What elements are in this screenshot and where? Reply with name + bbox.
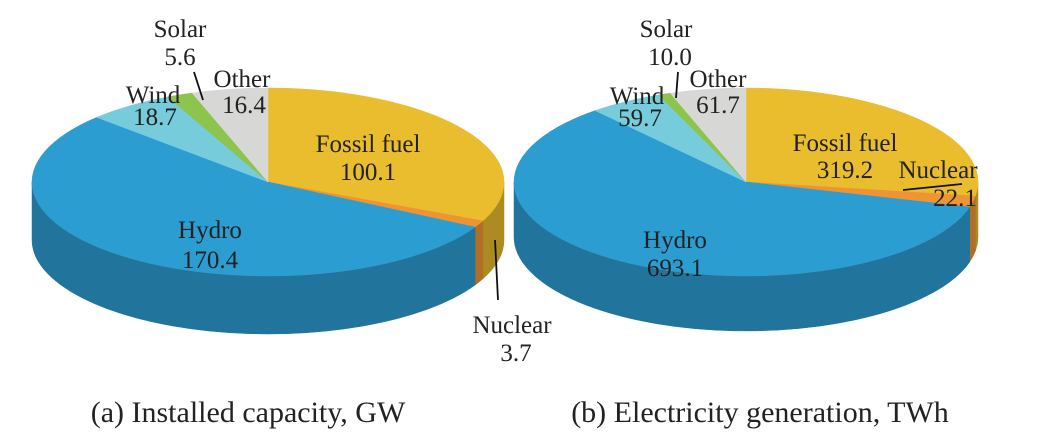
slice-label-other: Other [214, 66, 272, 93]
slice-label-wind: Wind [126, 82, 181, 109]
pie-slice-other [191, 87, 269, 183]
pie-slice-fossil-fuel [267, 87, 505, 222]
slice-value-other: 16.4 [222, 92, 266, 119]
slice-value-hydro: 170.4 [182, 247, 239, 274]
slice-value-other: 61.7 [696, 92, 740, 119]
pie-slice-fossil-fuel [745, 87, 979, 197]
pie-slice-other [669, 87, 747, 183]
slice-label-nuclear: Nuclear [472, 312, 552, 339]
slice-label-solar: Solar [640, 16, 693, 43]
slice-value-nuclear: 3.7 [500, 340, 531, 367]
slice-label-fossil-fuel: Fossil fuel [316, 131, 421, 158]
slice-label-other: Other [690, 66, 748, 93]
slice-value-fossil-fuel: 319.2 [817, 157, 873, 184]
leader-line-solar [675, 71, 679, 99]
slice-label-wind: Wind [610, 83, 665, 110]
slice-value-fossil-fuel: 100.1 [340, 159, 396, 186]
pie-slice-hydro [513, 110, 971, 277]
caption-installed-capacity: (a) Installed capacity, GW [91, 396, 406, 429]
leader-line-solar [193, 71, 204, 101]
pie-side-nuclear [474, 220, 484, 286]
slice-value-hydro: 693.1 [647, 255, 703, 282]
slice-value-solar: 10.0 [648, 44, 692, 71]
leader-line-nuclear [902, 183, 963, 191]
slice-label-hydro: Hydro [643, 227, 707, 254]
caption-electricity-generation: (b) Electricity generation, TWh [571, 396, 949, 429]
slice-label-nuclear: Nuclear [898, 157, 978, 184]
slice-label-solar: Solar [154, 16, 207, 43]
slice-value-solar: 5.6 [164, 44, 195, 71]
pie-slice-hydro [31, 117, 476, 277]
slice-value-nuclear: 22.1 [933, 185, 977, 212]
slice-label-hydro: Hydro [178, 217, 242, 244]
slice-value-wind: 18.7 [133, 104, 177, 131]
leader-line-nuclear [494, 239, 499, 301]
slice-label-fossil-fuel: Fossil fuel [793, 130, 898, 157]
slice-value-wind: 59.7 [618, 105, 662, 132]
